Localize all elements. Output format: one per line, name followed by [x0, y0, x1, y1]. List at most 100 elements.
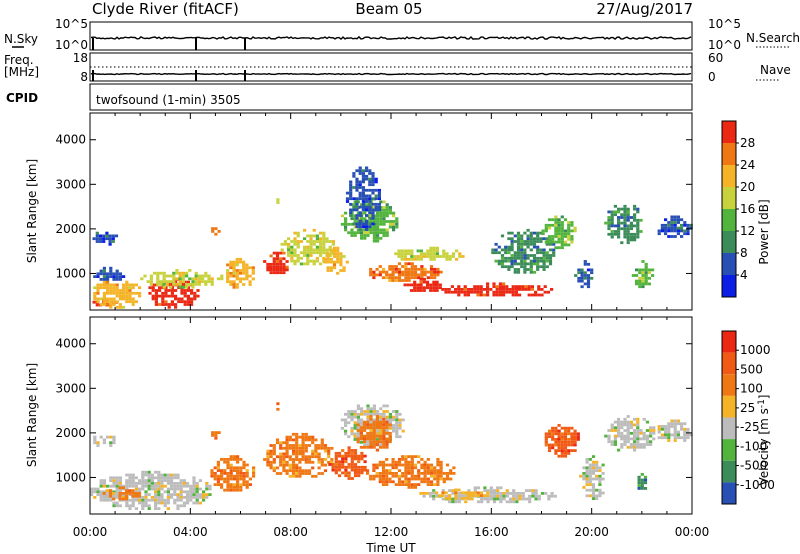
- velocity-cell: [301, 435, 305, 439]
- velocity-cell: [112, 438, 116, 442]
- power-cell: [641, 260, 645, 263]
- velocity-cell: [426, 463, 430, 467]
- velocity-cell: [629, 443, 633, 446]
- velocity-cell: [588, 463, 592, 467]
- velocity-cell: [93, 435, 97, 439]
- power-cell: [229, 283, 233, 286]
- velocity-cell: [182, 490, 186, 494]
- power-cell: [526, 237, 530, 241]
- velocity-cell: [356, 412, 360, 416]
- velocity-cell: [125, 479, 129, 482]
- velocity-cell: [285, 438, 289, 442]
- velocity-cell: [344, 454, 348, 458]
- power-cell: [172, 274, 176, 278]
- velocity-cell: [623, 443, 627, 446]
- power-cell: [419, 255, 423, 258]
- power-cell: [422, 289, 426, 292]
- velocity-cell: [216, 466, 220, 470]
- velocity-cell: [429, 474, 434, 478]
- velocity-cell: [610, 440, 614, 444]
- power-cell: [368, 169, 372, 173]
- velocity-cell: [573, 432, 577, 436]
- nave-label: Nave: [760, 63, 791, 77]
- power-cell: [102, 291, 106, 295]
- power-cell: [507, 231, 511, 235]
- power-cell: [547, 235, 552, 238]
- velocity-cell: [213, 474, 217, 478]
- power-cell: [185, 274, 189, 278]
- velocity-cell: [186, 498, 190, 502]
- velocity-cell: [629, 437, 633, 441]
- x-axis-label: Time UT: [365, 541, 416, 554]
- velocity-cell: [138, 487, 142, 491]
- power-cell: [290, 248, 294, 252]
- velocity-cell: [429, 466, 434, 470]
- power-cell: [623, 218, 627, 222]
- power-cell: [161, 294, 165, 298]
- velocity-cell: [585, 474, 589, 478]
- velocity-cell: [272, 458, 276, 461]
- velocity-cell: [686, 433, 690, 437]
- power-cell: [197, 274, 201, 278]
- velocity-cell: [166, 473, 170, 477]
- velocity-cell: [598, 480, 602, 484]
- power-cell: [617, 232, 621, 236]
- velocity-cell: [279, 463, 283, 467]
- power-cell: [102, 303, 106, 306]
- velocity-cell: [96, 444, 100, 447]
- power-cell: [251, 269, 255, 272]
- velocity-cell: [454, 497, 458, 500]
- velocity-cell: [150, 482, 154, 485]
- velocity-cell: [356, 440, 360, 444]
- power-cell: [532, 231, 537, 235]
- velocity-cell: [93, 441, 97, 445]
- power-cell: [644, 268, 648, 272]
- power-cell: [527, 288, 531, 291]
- power-cell: [567, 237, 571, 241]
- velocity-cell: [372, 474, 376, 478]
- power-cell: [542, 259, 546, 263]
- power-cell: [530, 285, 534, 288]
- velocity-cell: [360, 465, 364, 469]
- velocity-cell: [473, 486, 477, 490]
- power-cell: [353, 217, 357, 221]
- power-blob: [276, 198, 280, 204]
- velocity-cell: [457, 492, 461, 495]
- power-cell: [617, 221, 621, 225]
- power-cell: [505, 290, 509, 294]
- velocity-cell: [489, 492, 493, 495]
- power-cell: [379, 231, 383, 235]
- velocity-cell: [467, 497, 471, 500]
- power-cell: [283, 240, 287, 243]
- power-cell: [417, 273, 421, 277]
- velocity-cell: [363, 437, 367, 441]
- velocity-cell: [112, 435, 116, 439]
- velocity-cell: [433, 469, 437, 472]
- power-cell: [210, 280, 214, 283]
- power-cell: [287, 254, 291, 257]
- power-cell: [660, 226, 664, 230]
- velocity-cell: [285, 460, 289, 464]
- velocity-cell: [122, 484, 126, 488]
- velocity-cell: [366, 437, 370, 441]
- power-cell: [442, 255, 446, 258]
- velocity-cell: [640, 487, 644, 490]
- power-cell: [186, 300, 190, 304]
- velocity-cell: [160, 476, 164, 480]
- power-cell: [158, 303, 162, 306]
- power-cell: [172, 277, 176, 281]
- velocity-cell: [505, 494, 509, 498]
- power-cell: [303, 237, 307, 241]
- power-cell: [128, 289, 132, 292]
- power-cell: [115, 269, 119, 273]
- power-cell: [112, 291, 116, 295]
- power-cell: [183, 300, 187, 304]
- power-cell: [193, 294, 197, 298]
- velocity-cell: [398, 426, 402, 430]
- power-cell: [505, 285, 509, 288]
- velocity-cell: [379, 437, 383, 441]
- power-cell: [207, 277, 211, 281]
- velocity-cell: [452, 466, 456, 470]
- power-cell: [306, 256, 310, 260]
- velocity-cell: [141, 496, 145, 499]
